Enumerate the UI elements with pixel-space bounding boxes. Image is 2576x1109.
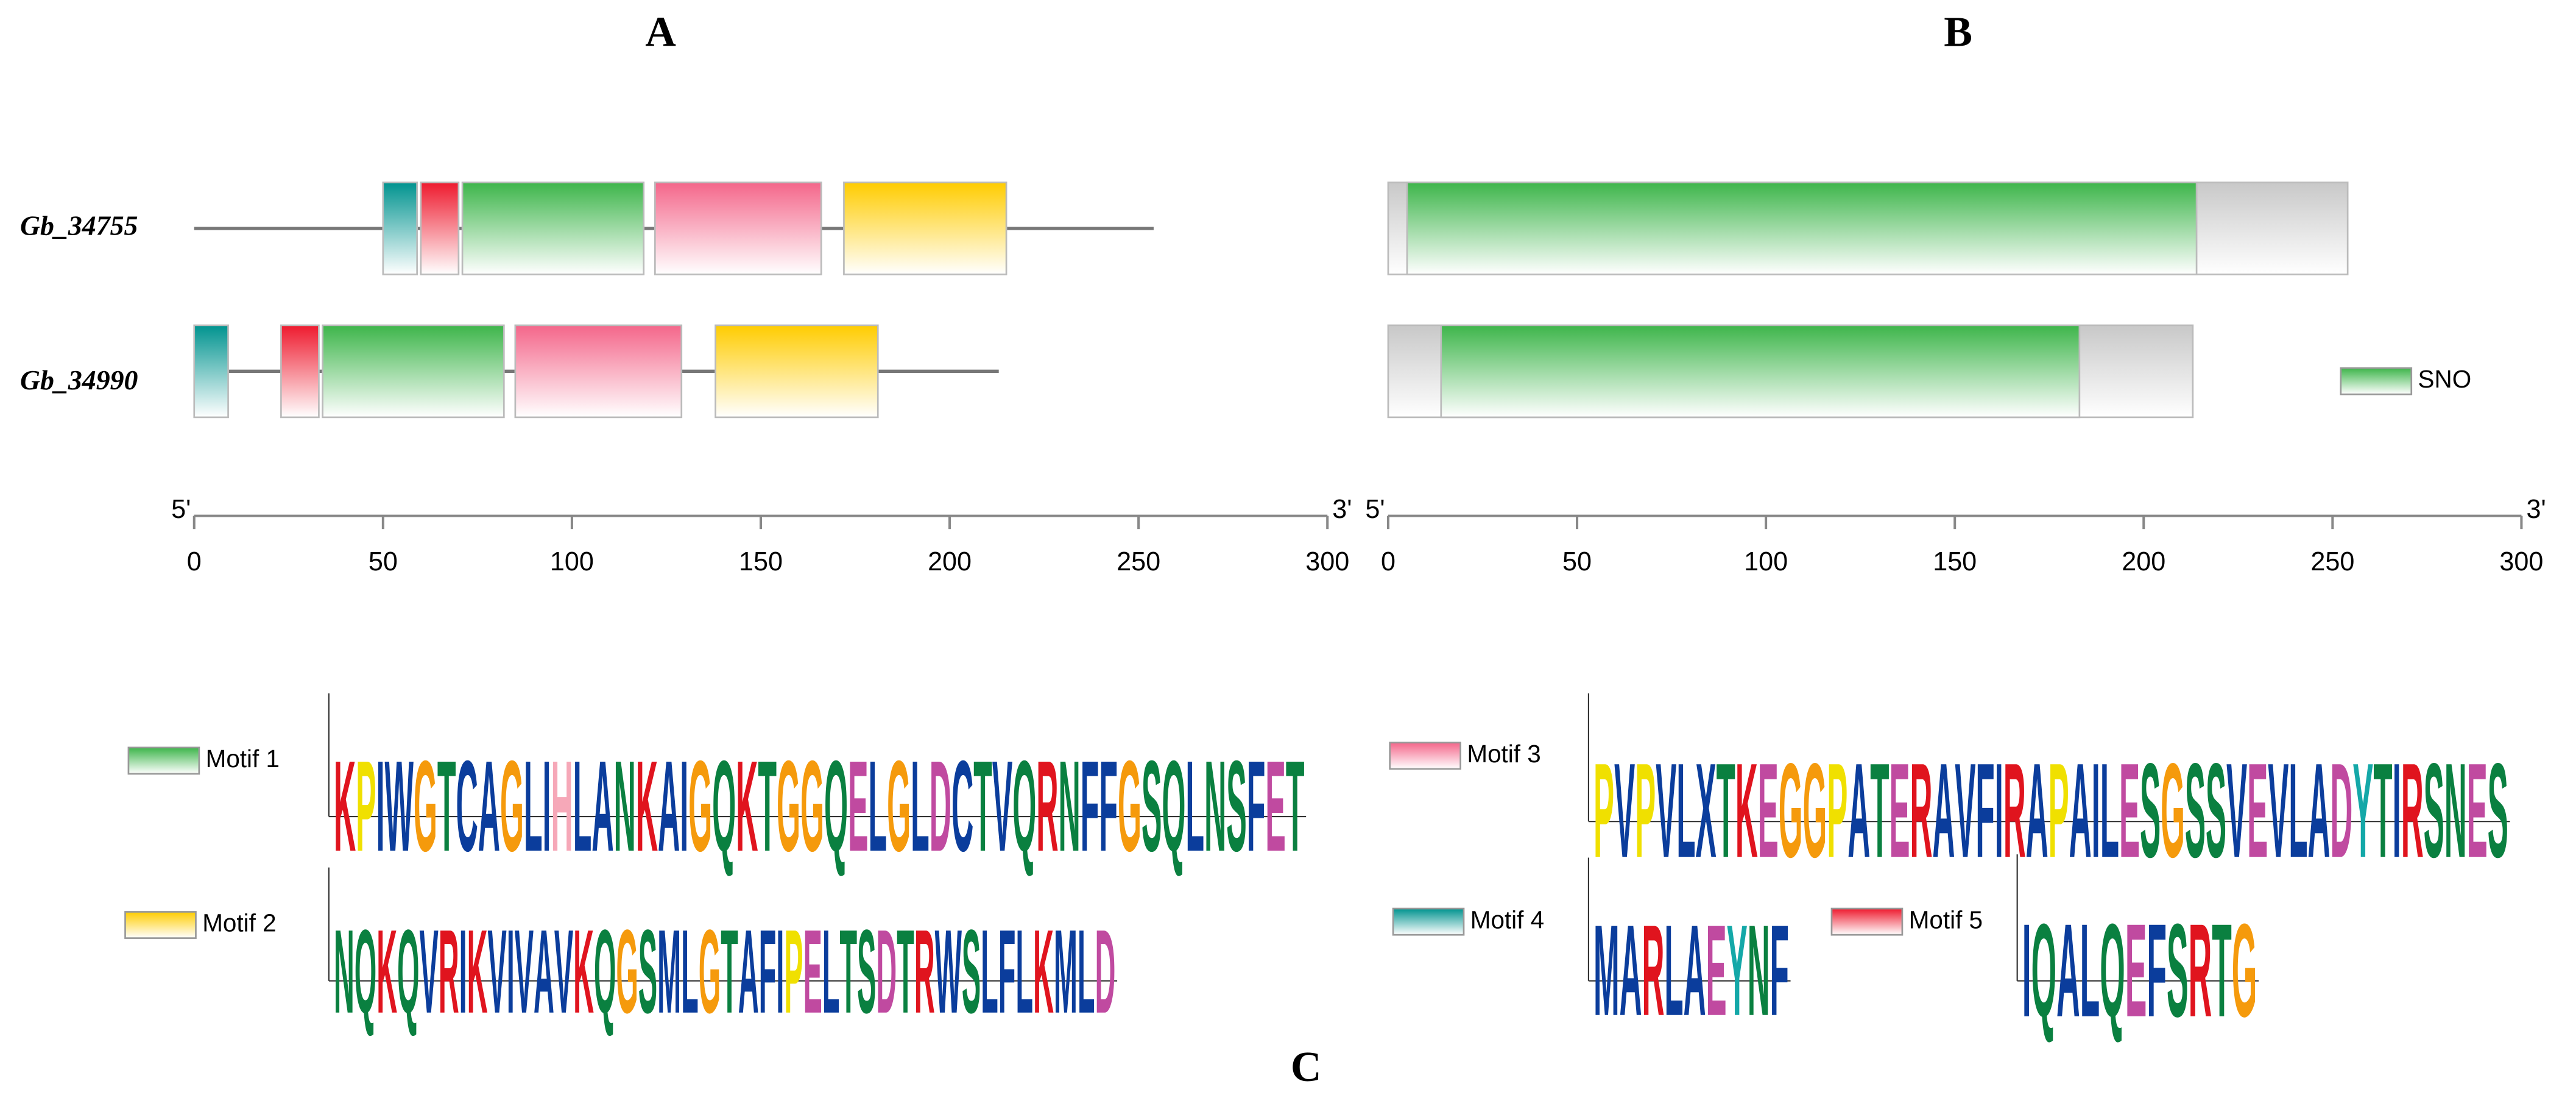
legend-label: Motif 2 [202, 909, 276, 937]
axis-end-label: 3' [2527, 495, 2546, 524]
legend-label: Motif 5 [1909, 905, 1983, 934]
motif-box [193, 324, 229, 419]
legend-swatch [124, 911, 197, 939]
tick-label: 100 [1744, 547, 1788, 576]
motif-box [654, 181, 822, 275]
motif-box [843, 181, 1007, 275]
panel-label: C [1291, 1044, 1322, 1091]
tick-label: 200 [2122, 547, 2165, 576]
tick-label: 100 [550, 547, 594, 576]
legend-swatch [127, 746, 200, 775]
motif-logo: PVPVLXTKEGGPATERAVFIRAPAILESGSSVEVLADYTI… [1593, 735, 2508, 885]
legend-swatch [2340, 367, 2413, 395]
axis-end-label: 5' [171, 495, 191, 524]
legend-label: Motif 3 [1467, 740, 1540, 768]
legend-label: Motif 4 [1470, 905, 1544, 934]
tick-label: 300 [2499, 547, 2543, 576]
panel-label: B [1944, 9, 1972, 55]
tick-label: 0 [187, 547, 202, 576]
motif-logo: KPIWGTCAGLIHLANKAIGQKTGGQELGLDCTVQRNFFGS… [334, 734, 1305, 878]
motif-logo: NQKQVRIKVIVAVKQGSMLGTAFIPELTSDTRWSLFLKML… [334, 905, 1115, 1038]
motif-logo: MARLAEYNF [1593, 898, 1789, 1043]
panel-label: A [645, 9, 676, 55]
tick-label: 0 [1381, 547, 1396, 576]
motif-box [514, 324, 683, 419]
gene-name: Gb_34990 [20, 364, 138, 395]
tick-label: 250 [1117, 547, 1160, 576]
legend-label: Motif 1 [206, 745, 280, 773]
legend-swatch [1392, 907, 1465, 936]
legend-swatch [1389, 742, 1461, 770]
domain-box [1440, 324, 2081, 419]
tick-label: 250 [2310, 547, 2354, 576]
motif-box [715, 324, 879, 419]
motif-box [382, 181, 418, 275]
motif-box [280, 324, 320, 419]
motif-box [420, 181, 460, 275]
legend-swatch [1830, 907, 1904, 936]
tick-label: 150 [739, 547, 783, 576]
tick-label: 50 [1562, 547, 1592, 576]
tick-label: 150 [1933, 547, 1977, 576]
motif-box [322, 324, 505, 419]
motif-logo: IQALQEFSRTG [2022, 896, 2257, 1044]
tick-label: 50 [369, 547, 398, 576]
domain-box [1406, 181, 2198, 275]
motif-box [461, 181, 645, 275]
legend-label: SNO [2418, 365, 2472, 393]
tick-label: 300 [1305, 547, 1349, 576]
axis-end-label: 3' [1332, 495, 1352, 524]
tick-label: 200 [928, 547, 972, 576]
axis-end-label: 5' [1365, 495, 1385, 524]
gene-name: Gb_34755 [20, 210, 138, 241]
